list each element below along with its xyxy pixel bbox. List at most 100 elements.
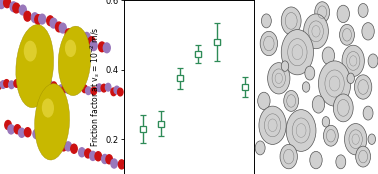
- Circle shape: [31, 13, 38, 23]
- Circle shape: [35, 80, 40, 87]
- Circle shape: [25, 128, 31, 137]
- Circle shape: [91, 87, 97, 95]
- Circle shape: [71, 144, 77, 153]
- Circle shape: [114, 86, 119, 94]
- Circle shape: [96, 84, 102, 92]
- Circle shape: [347, 73, 355, 84]
- Circle shape: [51, 82, 57, 90]
- Circle shape: [284, 90, 299, 111]
- Circle shape: [324, 125, 338, 146]
- Circle shape: [82, 85, 87, 93]
- Circle shape: [336, 155, 346, 169]
- Circle shape: [286, 110, 316, 151]
- Circle shape: [27, 79, 33, 87]
- Circle shape: [312, 96, 325, 113]
- Circle shape: [62, 85, 67, 93]
- Circle shape: [54, 139, 61, 148]
- Circle shape: [77, 81, 82, 89]
- Circle shape: [65, 86, 71, 93]
- Circle shape: [83, 32, 90, 42]
- Circle shape: [124, 161, 131, 170]
- Circle shape: [106, 155, 112, 164]
- Circle shape: [8, 125, 14, 134]
- Circle shape: [103, 43, 110, 53]
- Circle shape: [355, 75, 372, 99]
- Circle shape: [70, 84, 76, 92]
- Circle shape: [14, 125, 21, 134]
- Circle shape: [302, 82, 310, 92]
- Circle shape: [20, 81, 26, 89]
- Circle shape: [368, 134, 375, 144]
- Circle shape: [38, 84, 44, 91]
- Circle shape: [10, 2, 17, 12]
- Circle shape: [43, 84, 48, 92]
- Circle shape: [4, 80, 9, 87]
- Circle shape: [19, 5, 26, 15]
- Circle shape: [281, 7, 301, 35]
- Circle shape: [362, 23, 374, 40]
- Circle shape: [304, 14, 328, 49]
- Circle shape: [69, 30, 76, 39]
- Circle shape: [24, 11, 31, 21]
- Circle shape: [14, 80, 19, 87]
- Circle shape: [255, 141, 265, 155]
- Circle shape: [305, 66, 315, 80]
- Y-axis label: Friction factor at v$_s$ = 10$^{-2}$ m/s: Friction factor at v$_s$ = 10$^{-2}$ m/s: [88, 27, 102, 147]
- Circle shape: [105, 83, 111, 91]
- Circle shape: [344, 124, 367, 155]
- Circle shape: [51, 135, 57, 144]
- Circle shape: [60, 142, 67, 151]
- Circle shape: [280, 144, 297, 169]
- Circle shape: [56, 22, 62, 32]
- Circle shape: [59, 23, 66, 33]
- Circle shape: [260, 31, 277, 56]
- Circle shape: [65, 29, 72, 39]
- Circle shape: [95, 152, 101, 161]
- Circle shape: [337, 5, 350, 23]
- Circle shape: [125, 88, 131, 96]
- Ellipse shape: [16, 25, 54, 108]
- Ellipse shape: [42, 98, 54, 118]
- Circle shape: [101, 84, 107, 92]
- Circle shape: [86, 87, 91, 94]
- Circle shape: [85, 149, 91, 158]
- Ellipse shape: [58, 26, 91, 96]
- Circle shape: [322, 117, 330, 127]
- Circle shape: [39, 14, 46, 24]
- Circle shape: [322, 47, 335, 64]
- Circle shape: [5, 121, 11, 130]
- Circle shape: [281, 30, 313, 75]
- Circle shape: [39, 132, 46, 141]
- Circle shape: [339, 24, 355, 45]
- Ellipse shape: [65, 40, 76, 57]
- Circle shape: [0, 81, 6, 88]
- Circle shape: [90, 41, 97, 51]
- Circle shape: [19, 128, 25, 137]
- Ellipse shape: [24, 41, 37, 62]
- Circle shape: [259, 106, 286, 144]
- Circle shape: [33, 129, 39, 139]
- Circle shape: [333, 94, 353, 122]
- Circle shape: [318, 61, 351, 106]
- Circle shape: [90, 151, 96, 160]
- Circle shape: [368, 54, 378, 68]
- Circle shape: [0, 0, 5, 9]
- Circle shape: [102, 155, 108, 164]
- Circle shape: [23, 83, 29, 91]
- Circle shape: [258, 92, 270, 110]
- Circle shape: [118, 160, 125, 169]
- Circle shape: [50, 18, 57, 28]
- Circle shape: [47, 16, 54, 26]
- Circle shape: [0, 82, 2, 89]
- Circle shape: [79, 148, 85, 157]
- Circle shape: [65, 142, 71, 151]
- Circle shape: [118, 88, 123, 96]
- Circle shape: [4, 0, 11, 8]
- Circle shape: [88, 37, 95, 46]
- Circle shape: [99, 42, 105, 52]
- Circle shape: [356, 146, 370, 167]
- Circle shape: [111, 159, 117, 168]
- Circle shape: [111, 88, 116, 96]
- Circle shape: [363, 106, 373, 120]
- Circle shape: [9, 81, 14, 89]
